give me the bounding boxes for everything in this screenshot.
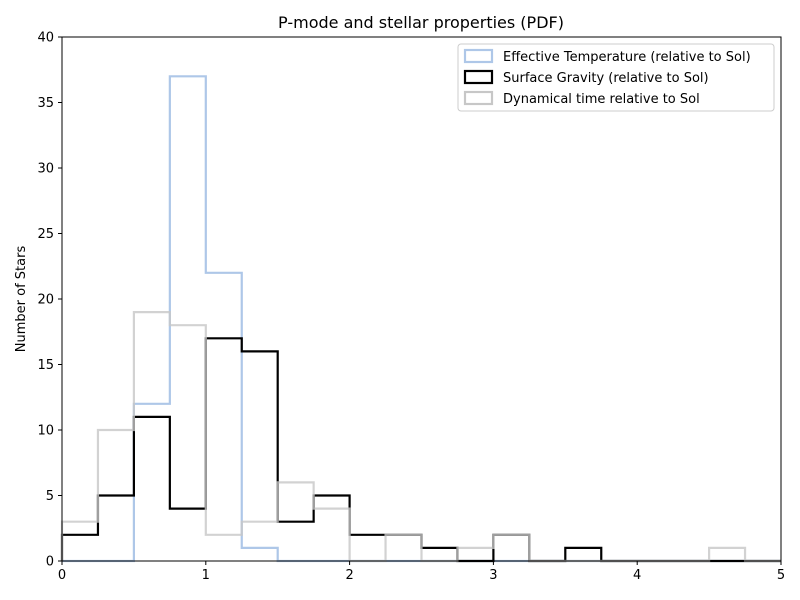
series-2-bin-9 xyxy=(386,535,422,561)
series-1 xyxy=(60,337,781,563)
legend-label-0: Effective Temperature (relative to Sol) xyxy=(503,50,751,65)
x-tick-label: 2 xyxy=(345,568,353,583)
axes-layer: 0 1 2 3 4 5 0 5 10 15 20 25 30 35 40 xyxy=(37,31,785,584)
series-2-bin-3 xyxy=(170,325,206,561)
x-tick-label: 0 xyxy=(58,568,66,583)
y-tick-label: 20 xyxy=(37,293,54,308)
legend-swatch-0 xyxy=(463,48,494,64)
x-tick-label: 4 xyxy=(633,568,641,583)
series-2-bin-7 xyxy=(314,509,350,561)
legend-label-1: Surface Gravity (relative to Sol) xyxy=(503,71,709,86)
x-tick-label: 5 xyxy=(777,568,785,583)
legend-label-2: Dynamical time relative to Sol xyxy=(503,92,700,107)
y-tick-label: 15 xyxy=(37,358,54,373)
series-2-bin-6 xyxy=(278,482,314,561)
legend-swatch-1 xyxy=(463,69,494,85)
series-2-bin-5 xyxy=(242,522,278,561)
y-tick-label: 30 xyxy=(37,162,54,177)
legend: Effective Temperature (relative to Sol) S… xyxy=(457,43,775,112)
y-tick-label: 10 xyxy=(37,424,54,439)
y-tick-label: 40 xyxy=(37,31,54,46)
y-tick-label: 35 xyxy=(37,96,54,111)
series-2-bin-4 xyxy=(206,535,242,561)
y-tick-label: 0 xyxy=(46,555,54,570)
series-2-bin-1 xyxy=(98,430,134,561)
series-1-bin-14 xyxy=(565,548,601,561)
chart-title: P-mode and stellar properties (PDF) xyxy=(278,13,564,32)
series-1-bin-10 xyxy=(422,548,458,561)
legend-box xyxy=(457,43,775,112)
x-tick-label: 1 xyxy=(202,568,210,583)
x-tick-label: 3 xyxy=(489,568,497,583)
y-tick-label: 5 xyxy=(46,489,54,504)
y-tick-label: 25 xyxy=(37,227,54,242)
series-1-step-outline xyxy=(60,337,781,563)
series-2-bin-12 xyxy=(493,535,529,561)
series-2-bin-0 xyxy=(62,522,98,561)
series-1-bin-4 xyxy=(206,338,242,561)
y-axis-label: Number of Stars xyxy=(14,246,29,353)
series-1-bin-8 xyxy=(350,535,386,561)
series-2-bin-2 xyxy=(134,312,170,561)
series-2-bin-18 xyxy=(709,548,745,561)
legend-swatch-2 xyxy=(463,90,494,106)
series-2-bin-11 xyxy=(457,548,493,561)
